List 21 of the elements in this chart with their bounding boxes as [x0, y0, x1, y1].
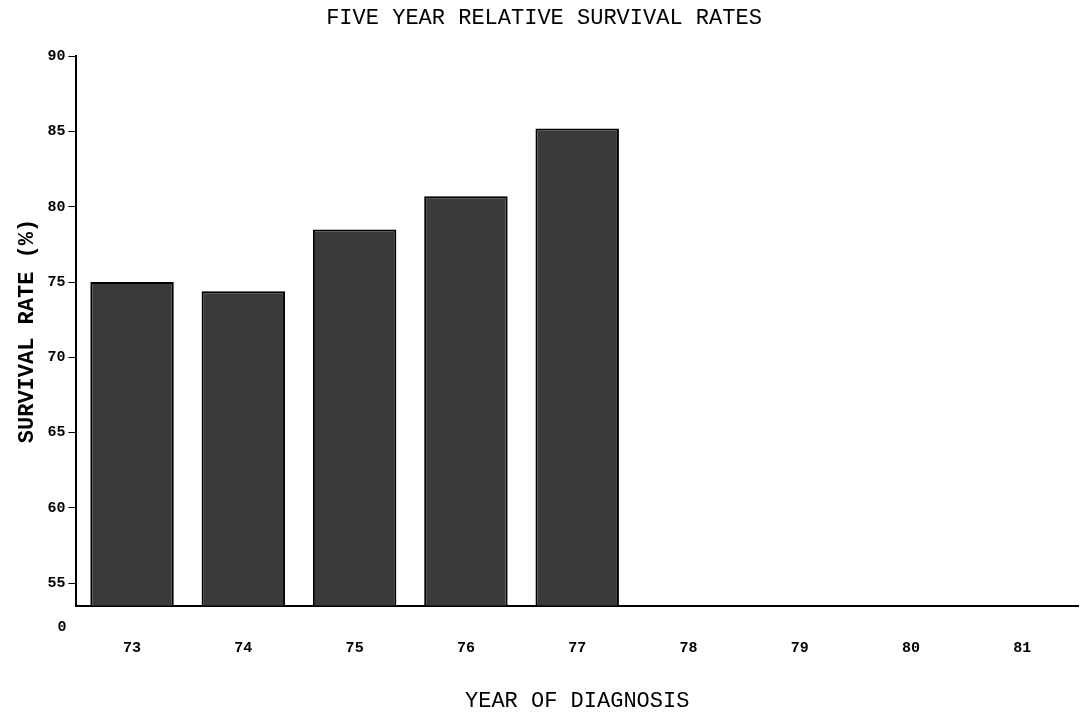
x-tick-label: 80 [902, 640, 921, 658]
x-axis-title: YEAR OF DIAGNOSIS [464, 688, 690, 714]
y-tick-label: 85 [47, 123, 66, 141]
y-tick-label: 65 [47, 424, 66, 442]
x-tick-label: 78 [679, 640, 698, 658]
y-tick-label: 70 [47, 349, 66, 367]
y-tick-label: 55 [47, 574, 66, 592]
x-tick-label: 73 [123, 640, 142, 658]
chart-title: FIVE YEAR RELATIVE SURVIVAL RATES [326, 6, 762, 32]
x-tick-label: 79 [790, 640, 809, 658]
x-tick-label: 77 [568, 640, 587, 658]
x-tick-label: 76 [456, 640, 475, 658]
y-tick-label: 75 [47, 273, 66, 291]
x-tick-label: 81 [1013, 640, 1032, 658]
y-axis-title: SURVIVAL RATE (%) [14, 218, 40, 444]
y-tick-label: 80 [47, 198, 66, 216]
x-tick-label: 74 [234, 640, 253, 658]
x-tick-label: 75 [345, 640, 364, 658]
y-tick-label: 90 [47, 48, 66, 66]
text: 0 [57, 619, 67, 637]
y-tick-label: 60 [47, 499, 66, 517]
